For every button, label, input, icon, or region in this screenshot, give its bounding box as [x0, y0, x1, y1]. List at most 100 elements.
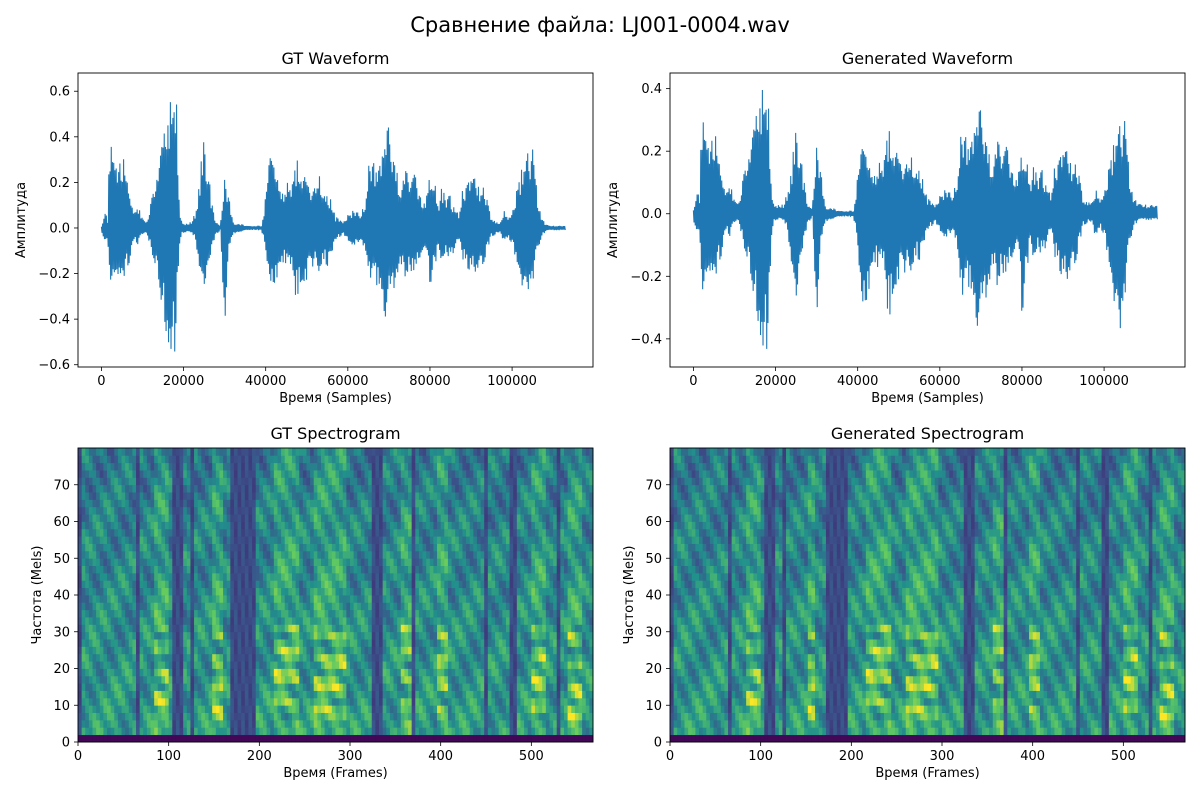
gt-spectrogram-cell	[208, 565, 213, 574]
gt-spectrogram-cell	[433, 484, 438, 493]
gt-spectrogram-cell	[476, 639, 481, 647]
gt-spectrogram-cell	[194, 683, 199, 691]
gt-spectrogram-cell	[458, 712, 463, 721]
gt-spectrogram-cell	[353, 734, 358, 743]
gt-spectrogram-cell	[400, 543, 405, 552]
gt-spectrogram-cell	[433, 661, 438, 669]
gt-spectrogram-cell	[440, 572, 445, 581]
gt-spectrogram-cell	[114, 587, 119, 596]
gt-spectrogram-cell	[161, 565, 166, 574]
gt-spectrogram-cell	[393, 719, 398, 728]
gt-spectrogram-cell	[146, 477, 151, 486]
gt-spectrogram-cell	[284, 506, 289, 515]
gt-spectrogram-cell	[288, 492, 293, 500]
gt-spectrogram-cell	[476, 609, 481, 618]
gt-spectrogram-cell	[179, 565, 184, 574]
gt-spectrogram-cell	[186, 646, 191, 655]
gt-spectrogram-cell	[128, 602, 133, 611]
gt-spectrogram-cell	[480, 462, 485, 471]
gt-spectrogram-cell	[223, 506, 228, 515]
gt-spectrogram-cell	[233, 506, 238, 515]
gt-spectrogram-cell	[157, 697, 162, 706]
gt-spectrogram-cell	[476, 712, 481, 721]
gt-spectrogram-cell	[139, 653, 144, 662]
gt-spectrogram-cell	[161, 572, 166, 581]
gt-spectrogram-cell	[389, 683, 394, 691]
gt-spectrogram-cell	[81, 617, 86, 625]
gt-spectrogram-cell	[379, 536, 384, 544]
gt-spectrogram-cell	[114, 477, 119, 486]
gt-spectrogram-cell	[237, 521, 242, 530]
gt-spectrogram-cell	[266, 653, 271, 662]
gt-spectrogram-cell	[125, 712, 130, 721]
gt-spectrogram-cell	[324, 565, 329, 574]
gt-spectrogram-cell	[375, 572, 380, 581]
gt-spectrogram-cell	[415, 558, 420, 566]
gt-spectrogram-cell	[194, 609, 199, 618]
gt-spectrogram-cell	[320, 565, 326, 574]
gt-spectrogram-cell	[208, 639, 213, 647]
gt-spectrogram-cell	[114, 565, 119, 574]
gt-spectrogram-cell	[476, 536, 481, 544]
gt-spectrogram-cell	[230, 565, 235, 574]
gt-spectrogram-cell	[324, 683, 329, 691]
gt-spectrogram-cell	[150, 580, 155, 589]
gt-spectrogram-cell	[223, 572, 228, 581]
gt-spectrogram-cell	[262, 572, 267, 581]
gt-spectrogram-cell	[81, 580, 86, 589]
gt-spectrogram-cell	[426, 646, 431, 655]
gt-spectrogram-cell	[498, 727, 503, 736]
gt-spectrogram-cell	[252, 477, 257, 486]
gt-spectrogram-cell	[360, 719, 365, 728]
gt-spectrogram-cell	[299, 499, 304, 508]
gt-spectrogram-cell	[259, 602, 264, 611]
gt-spectrogram-cell	[371, 683, 376, 691]
gt-spectrogram-cell	[281, 565, 286, 574]
gt-spectrogram-cell	[81, 661, 86, 669]
gt-spectrogram-cell	[371, 543, 376, 552]
gt-spectrogram-cell	[146, 683, 151, 691]
gt-spectrogram-cell	[306, 572, 311, 581]
gt-spectrogram-cell	[201, 705, 206, 713]
gt-spectrogram-cell	[386, 580, 391, 589]
gt-spectrogram-cell	[400, 609, 405, 618]
gt-spectrogram-cell	[204, 734, 209, 743]
gt-spectrogram-cell	[252, 624, 257, 633]
gt-spectrogram-cell	[411, 462, 416, 471]
gt-spectrogram-cell	[502, 653, 507, 662]
gt-spectrogram-cell	[375, 675, 380, 684]
gt-spectrogram-cell	[426, 536, 431, 544]
gt-spectrogram-cell	[255, 528, 260, 537]
gt-spectrogram-cell	[411, 668, 416, 677]
gt-spectrogram-cell	[404, 477, 409, 486]
gt-spectrogram-cell	[371, 639, 376, 647]
gt-spectrogram-cell	[473, 719, 478, 728]
gt-spectrogram-cell	[393, 631, 398, 640]
gt-spectrogram-cell	[426, 470, 431, 478]
gt-spectrogram-cell	[462, 727, 467, 736]
gt-spectrogram-cell	[505, 521, 510, 530]
gt-spectrogram-cell	[273, 595, 278, 603]
gt-spectrogram-cell	[266, 595, 271, 603]
gt-spectrogram-cell	[331, 484, 336, 493]
gt-spectrogram-cell	[444, 712, 449, 721]
gt-spectrogram-cell	[284, 477, 289, 486]
gt-spectrogram-cell	[473, 697, 478, 706]
gt-spectrogram-cell	[165, 499, 170, 508]
gt-spectrogram-cell	[487, 617, 492, 625]
gt-spectrogram-cell	[201, 624, 206, 633]
gt-spectrogram-cell	[400, 668, 405, 677]
gt-spectrogram-cell	[487, 492, 492, 500]
gt-spectrogram-cell	[179, 631, 184, 640]
gt-spectrogram-cell	[335, 536, 340, 544]
gt-spectrogram-cell	[273, 470, 278, 478]
gt-spectrogram-cell	[353, 536, 358, 544]
gt-spectrogram-cell	[516, 712, 521, 721]
gt-spectrogram-cell	[99, 719, 104, 728]
gt-spectrogram-cell	[437, 697, 442, 706]
gt-spectrogram-cell	[495, 595, 500, 603]
gt-spectrogram-cell	[462, 550, 467, 559]
gt-spectrogram-cell	[440, 448, 445, 456]
gt-spectrogram-cell	[447, 506, 452, 515]
gt-spectrogram-cell	[324, 661, 329, 669]
